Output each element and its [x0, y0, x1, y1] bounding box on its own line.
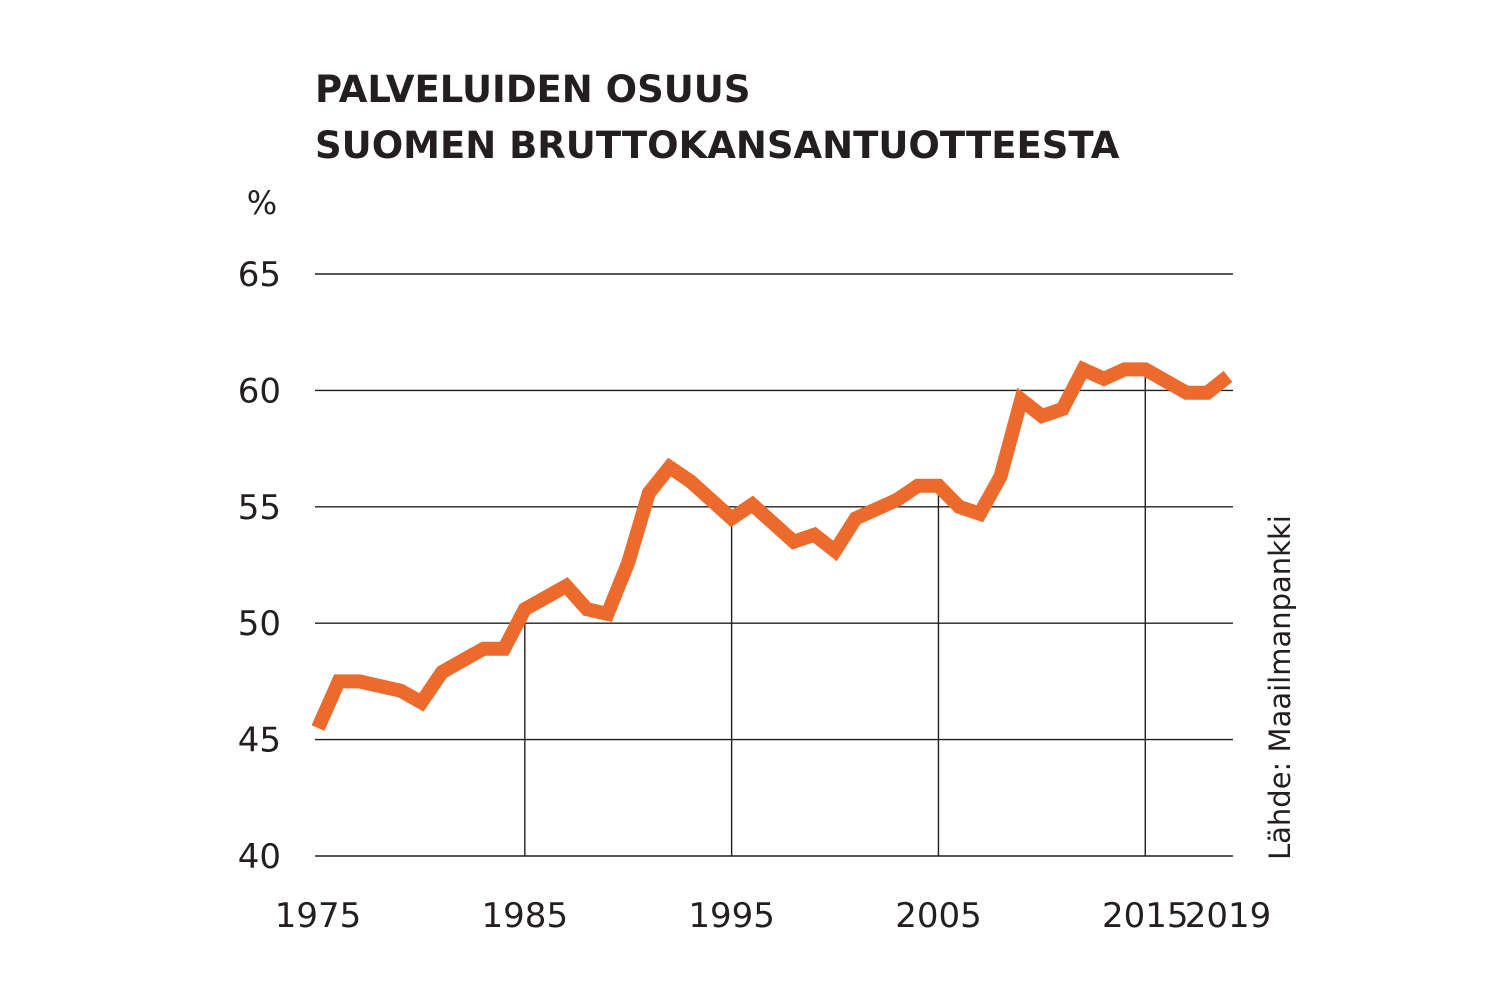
- grid-layer: [315, 273, 1233, 857]
- x-tick-label: 1975: [275, 896, 362, 936]
- chart-title-line-2: SUOMEN BRUTTOKANSANTUOTTEESTA: [315, 124, 1120, 167]
- y-tick-label: 40: [238, 837, 281, 877]
- source-label: Lähde: Maailmanpankki: [1263, 515, 1297, 860]
- y-tick-label: 55: [238, 488, 281, 528]
- x-tick-label: 2015: [1102, 896, 1189, 936]
- x-tick-label: 2019: [1185, 896, 1272, 936]
- x-tick-label: 1995: [688, 896, 775, 936]
- chart-title-line-1: PALVELUIDEN OSUUS: [315, 68, 751, 111]
- y-tick-label: 60: [238, 371, 281, 411]
- x-tick-label: 2005: [895, 896, 982, 936]
- y-tick-label: 65: [238, 255, 281, 295]
- y-tick-label: 45: [238, 721, 281, 761]
- y-tick-labels: 40 45 50 55 60 65: [238, 255, 281, 877]
- series-line: [311, 360, 1233, 731]
- y-axis-unit-label: %: [247, 184, 277, 222]
- x-tick-label: 1985: [482, 896, 569, 936]
- series-layer: [311, 360, 1233, 731]
- y-tick-label: 50: [238, 604, 281, 644]
